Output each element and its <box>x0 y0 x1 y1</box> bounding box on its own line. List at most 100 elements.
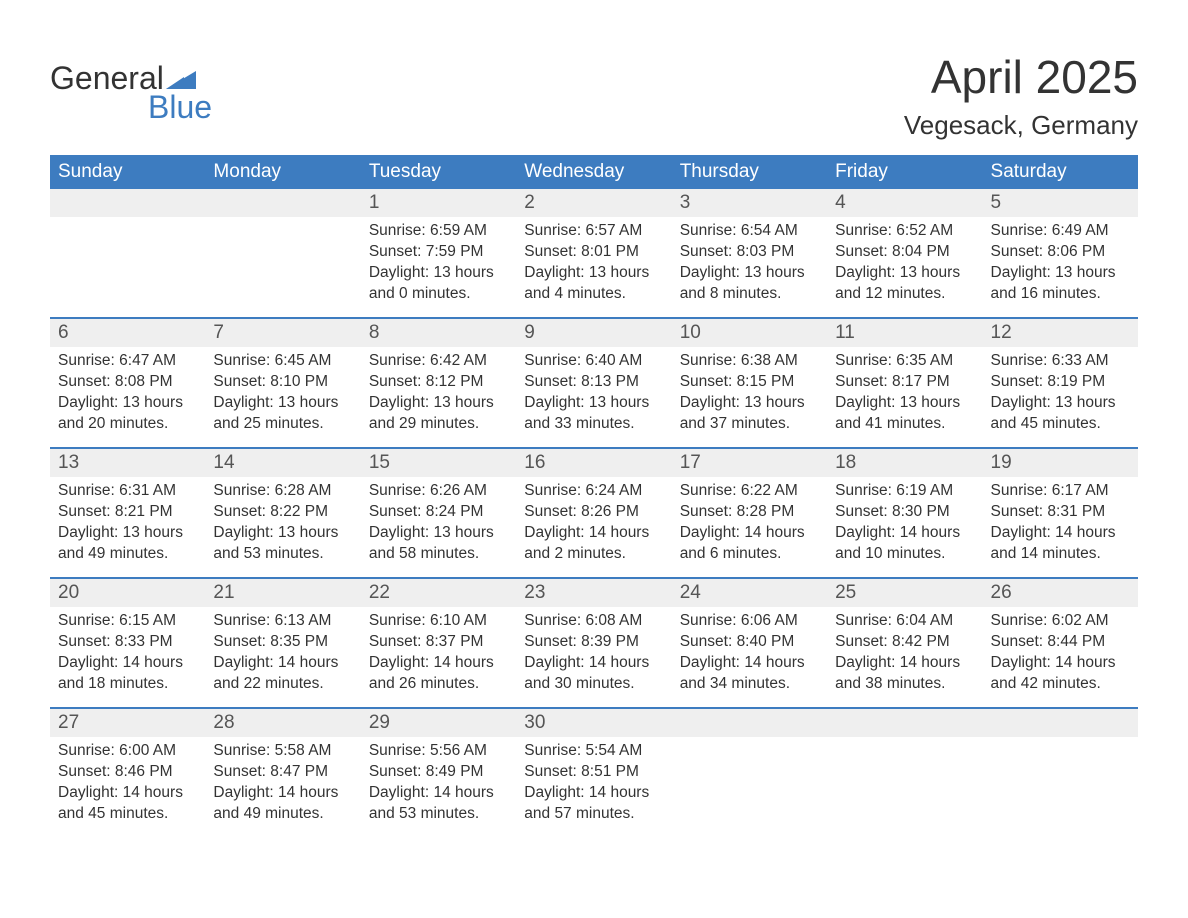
sunrise-value: 6:24 AM <box>585 482 642 499</box>
daylight-and: and <box>680 415 710 432</box>
sunset-label: Sunset: <box>835 633 892 650</box>
sunset-value: 8:40 PM <box>737 633 795 650</box>
sunrise-line: Sunrise: 6:02 AM <box>991 611 1130 632</box>
sunrise-label: Sunrise: <box>835 222 896 239</box>
sunrise-line: Sunrise: 6:31 AM <box>58 481 197 502</box>
daylight-minutes: 12 <box>865 285 882 302</box>
daylight-label: Daylight: <box>835 524 900 541</box>
daylight-hours: 14 <box>900 654 917 671</box>
daylight-line-1: Daylight: 14 hours <box>213 783 352 804</box>
sunset-value: 8:24 PM <box>426 503 484 520</box>
daylight-minutes: 38 <box>865 675 882 692</box>
daylight-and: and <box>835 675 865 692</box>
sunset-label: Sunset: <box>369 633 426 650</box>
sunset-line: Sunset: 8:24 PM <box>369 502 508 523</box>
daylight-minutes: 34 <box>710 675 727 692</box>
daylight-hours: 14 <box>589 784 606 801</box>
day-number: 17 <box>672 449 827 477</box>
daylight-minutes-suffix: minutes. <box>105 415 168 432</box>
sunset-label: Sunset: <box>680 503 737 520</box>
sunrise-value: 5:56 AM <box>430 742 487 759</box>
sunrise-label: Sunrise: <box>213 612 274 629</box>
sunset-line: Sunset: 8:10 PM <box>213 372 352 393</box>
day-number: 19 <box>983 449 1138 477</box>
daylight-line-2: and 33 minutes. <box>524 414 663 435</box>
sunset-value: 8:37 PM <box>426 633 484 650</box>
sunset-value: 8:47 PM <box>270 763 328 780</box>
sunset-line: Sunset: 8:13 PM <box>524 372 663 393</box>
day-number: 27 <box>50 709 205 737</box>
daylight-hours-suffix: hours <box>606 524 649 541</box>
daylight-hours: 13 <box>433 264 450 281</box>
daylight-line-2: and 34 minutes. <box>680 674 819 695</box>
sunset-line: Sunset: 8:17 PM <box>835 372 974 393</box>
daylight-and: and <box>524 285 554 302</box>
daylight-hours-suffix: hours <box>606 654 649 671</box>
daylight-line-2: and 45 minutes. <box>58 804 197 825</box>
sunrise-label: Sunrise: <box>680 612 741 629</box>
sunrise-label: Sunrise: <box>524 742 585 759</box>
sunset-value: 8:31 PM <box>1047 503 1105 520</box>
daylight-hours-suffix: hours <box>451 654 494 671</box>
day-body: Sunrise: 6:26 AMSunset: 8:24 PMDaylight:… <box>361 477 516 565</box>
sunset-line: Sunset: 8:01 PM <box>524 242 663 263</box>
daylight-minutes-suffix: minutes. <box>883 545 946 562</box>
daylight-minutes-suffix: minutes. <box>416 545 479 562</box>
daylight-hours: 13 <box>278 394 295 411</box>
sunrise-value: 6:28 AM <box>275 482 332 499</box>
daylight-minutes-suffix: minutes. <box>727 415 790 432</box>
daylight-line-2: and 30 minutes. <box>524 674 663 695</box>
daylight-line-1: Daylight: 14 hours <box>991 653 1130 674</box>
day-header: Wednesday <box>516 155 671 189</box>
sunrise-line: Sunrise: 6:54 AM <box>680 221 819 242</box>
day-number: 26 <box>983 579 1138 607</box>
daylight-label: Daylight: <box>524 394 589 411</box>
day-body: Sunrise: 6:45 AMSunset: 8:10 PMDaylight:… <box>205 347 360 435</box>
sunrise-value: 6:38 AM <box>741 352 798 369</box>
sunset-value: 8:04 PM <box>892 243 950 260</box>
daylight-minutes-suffix: minutes. <box>261 675 324 692</box>
day-cell <box>827 709 982 837</box>
daylight-minutes: 20 <box>88 415 105 432</box>
sunset-value: 8:44 PM <box>1047 633 1105 650</box>
day-cell <box>672 709 827 837</box>
daylight-line-2: and 49 minutes. <box>58 544 197 565</box>
daylight-line-2: and 18 minutes. <box>58 674 197 695</box>
sunrise-line: Sunrise: 6:19 AM <box>835 481 974 502</box>
day-cell: 25Sunrise: 6:04 AMSunset: 8:42 PMDayligh… <box>827 579 982 707</box>
daylight-hours: 14 <box>900 524 917 541</box>
daylight-line-2: and 12 minutes. <box>835 284 974 305</box>
daylight-line-2: and 42 minutes. <box>991 674 1130 695</box>
daylight-line-2: and 37 minutes. <box>680 414 819 435</box>
sunset-label: Sunset: <box>369 373 426 390</box>
daylight-label: Daylight: <box>369 264 434 281</box>
day-body: Sunrise: 6:28 AMSunset: 8:22 PMDaylight:… <box>205 477 360 565</box>
sunset-label: Sunset: <box>991 503 1048 520</box>
daylight-hours-suffix: hours <box>917 654 960 671</box>
daylight-hours: 13 <box>278 524 295 541</box>
sunrise-value: 6:17 AM <box>1052 482 1109 499</box>
daylight-minutes-suffix: minutes. <box>563 285 626 302</box>
daylight-line-2: and 16 minutes. <box>991 284 1130 305</box>
daylight-line-2: and 6 minutes. <box>680 544 819 565</box>
day-header: Monday <box>205 155 360 189</box>
daylight-hours-suffix: hours <box>140 654 183 671</box>
sunrise-label: Sunrise: <box>213 482 274 499</box>
daylight-hours: 13 <box>433 394 450 411</box>
sunrise-label: Sunrise: <box>369 352 430 369</box>
day-cell: 13Sunrise: 6:31 AMSunset: 8:21 PMDayligh… <box>50 449 205 577</box>
sunset-line: Sunset: 8:04 PM <box>835 242 974 263</box>
day-body: Sunrise: 5:58 AMSunset: 8:47 PMDaylight:… <box>205 737 360 825</box>
sunset-value: 8:03 PM <box>737 243 795 260</box>
day-cell: 29Sunrise: 5:56 AMSunset: 8:49 PMDayligh… <box>361 709 516 837</box>
daylight-label: Daylight: <box>524 654 589 671</box>
sunrise-label: Sunrise: <box>369 222 430 239</box>
daylight-hours: 13 <box>1055 264 1072 281</box>
day-number: 4 <box>827 189 982 217</box>
daylight-minutes: 45 <box>1021 415 1038 432</box>
sunset-line: Sunset: 8:28 PM <box>680 502 819 523</box>
daylight-hours-suffix: hours <box>606 394 649 411</box>
daylight-label: Daylight: <box>369 394 434 411</box>
daylight-label: Daylight: <box>213 784 278 801</box>
daylight-minutes: 45 <box>88 805 105 822</box>
